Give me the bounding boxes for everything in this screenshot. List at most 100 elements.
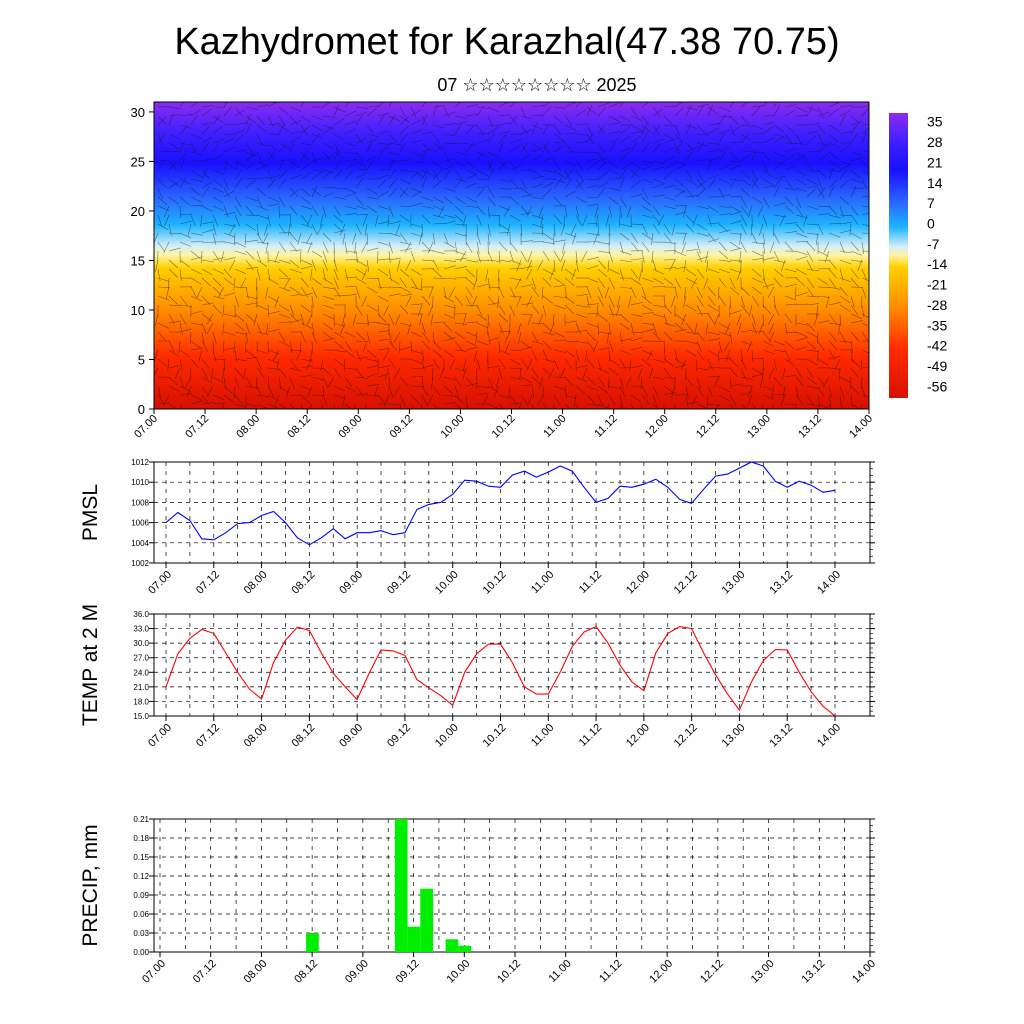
wind-barb bbox=[729, 211, 742, 216]
wind-barb bbox=[850, 169, 861, 179]
wind-barb bbox=[586, 403, 599, 406]
wind-barb bbox=[355, 177, 364, 189]
wind-barb bbox=[560, 259, 566, 272]
wind-barb bbox=[537, 394, 544, 406]
wind-barb bbox=[520, 129, 533, 135]
wind-barb bbox=[575, 196, 587, 203]
wind-barb bbox=[663, 115, 673, 125]
wind-barb bbox=[806, 150, 820, 153]
y-tick-label: 10 bbox=[131, 303, 145, 318]
wind-barb bbox=[157, 402, 170, 405]
y-tick-label: 1004 bbox=[131, 539, 149, 548]
wind-barb bbox=[586, 203, 599, 207]
wind-barb bbox=[608, 313, 621, 316]
wind-barb bbox=[817, 250, 829, 257]
wind-barb bbox=[311, 340, 313, 354]
wind-barb bbox=[333, 133, 345, 141]
wind-barb bbox=[498, 349, 511, 355]
wind-barb bbox=[696, 295, 704, 307]
wind-barb bbox=[157, 277, 170, 282]
wind-barb bbox=[542, 106, 551, 117]
wind-barb bbox=[773, 186, 780, 198]
wind-barb bbox=[540, 214, 544, 227]
colorbar-label: 35 bbox=[927, 114, 943, 130]
wind-barb bbox=[619, 385, 626, 398]
wind-barb bbox=[751, 142, 765, 144]
wind-barb bbox=[377, 348, 390, 351]
wind-barb bbox=[178, 340, 181, 353]
wind-barb bbox=[806, 123, 819, 126]
x-tick-label: 08.00 bbox=[242, 569, 270, 597]
wind-barb bbox=[223, 257, 236, 261]
x-tick-label: 10.12 bbox=[490, 413, 518, 441]
wind-barb bbox=[795, 133, 802, 145]
wind-barb bbox=[421, 364, 434, 369]
wind-barb bbox=[641, 349, 654, 356]
wind-barb bbox=[300, 125, 310, 135]
wind-barb bbox=[784, 178, 793, 189]
plot-frame bbox=[153, 818, 871, 953]
wind-barb bbox=[619, 367, 633, 369]
wind-barb bbox=[828, 133, 839, 143]
wind-barb bbox=[751, 277, 764, 284]
wind-barb bbox=[671, 223, 676, 236]
wind-barb bbox=[311, 171, 322, 180]
wind-barb bbox=[487, 337, 500, 342]
wind-barb bbox=[729, 126, 740, 135]
wind-barb bbox=[476, 150, 484, 162]
wind-barb bbox=[322, 232, 332, 242]
wind-barb bbox=[377, 330, 390, 333]
wind-barb bbox=[860, 403, 863, 409]
wind-barb bbox=[344, 385, 356, 392]
wind-barb bbox=[729, 247, 742, 252]
wind-barb bbox=[278, 232, 292, 234]
wind-barb bbox=[385, 367, 390, 380]
wind-barb bbox=[597, 385, 608, 394]
wind-barb bbox=[696, 286, 703, 299]
wind-barb bbox=[234, 250, 247, 255]
plot-frame bbox=[153, 613, 871, 717]
wind-barb bbox=[608, 250, 613, 263]
wind-barb bbox=[476, 313, 488, 321]
wind-barb bbox=[344, 403, 352, 409]
wind-barb bbox=[850, 295, 855, 308]
wind-barb bbox=[861, 286, 867, 299]
wind-barb bbox=[652, 106, 661, 117]
wind-barb bbox=[289, 268, 302, 274]
wind-barb bbox=[685, 105, 692, 117]
wind-barb bbox=[751, 373, 764, 378]
wind-barb bbox=[364, 403, 368, 409]
wind-barb bbox=[751, 250, 764, 257]
wind-barb bbox=[393, 385, 401, 397]
wind-barb bbox=[663, 124, 676, 127]
wind-barb bbox=[575, 313, 588, 319]
wind-barb bbox=[608, 277, 615, 289]
wind-barb bbox=[465, 376, 474, 387]
wind-barb bbox=[564, 132, 577, 135]
wind-barb bbox=[553, 160, 561, 172]
wind-barb bbox=[663, 133, 675, 141]
x-tick-label: 13.12 bbox=[767, 569, 795, 597]
wind-barb bbox=[813, 313, 819, 326]
wind-barb bbox=[564, 232, 577, 238]
wind-barb bbox=[344, 367, 357, 370]
wind-barb bbox=[432, 259, 440, 271]
wind-barb bbox=[608, 394, 616, 406]
wind-barb bbox=[223, 385, 234, 395]
wind-barb bbox=[353, 403, 357, 409]
wind-barb bbox=[327, 376, 335, 388]
x-tick-label: 07.12 bbox=[194, 722, 222, 750]
wind-barb bbox=[256, 104, 269, 108]
wind-barb bbox=[630, 286, 637, 299]
wind-barb bbox=[718, 146, 730, 153]
wind-barb bbox=[707, 313, 715, 325]
wind-barb bbox=[344, 213, 357, 216]
wind-barb bbox=[278, 158, 284, 171]
wind-barb bbox=[828, 169, 841, 173]
wind-barb bbox=[740, 178, 752, 187]
wind-barb bbox=[718, 268, 731, 274]
wind-barb bbox=[322, 259, 329, 272]
wind-barb bbox=[342, 394, 346, 407]
wind-barb bbox=[168, 349, 180, 357]
wind-barb bbox=[663, 358, 674, 367]
